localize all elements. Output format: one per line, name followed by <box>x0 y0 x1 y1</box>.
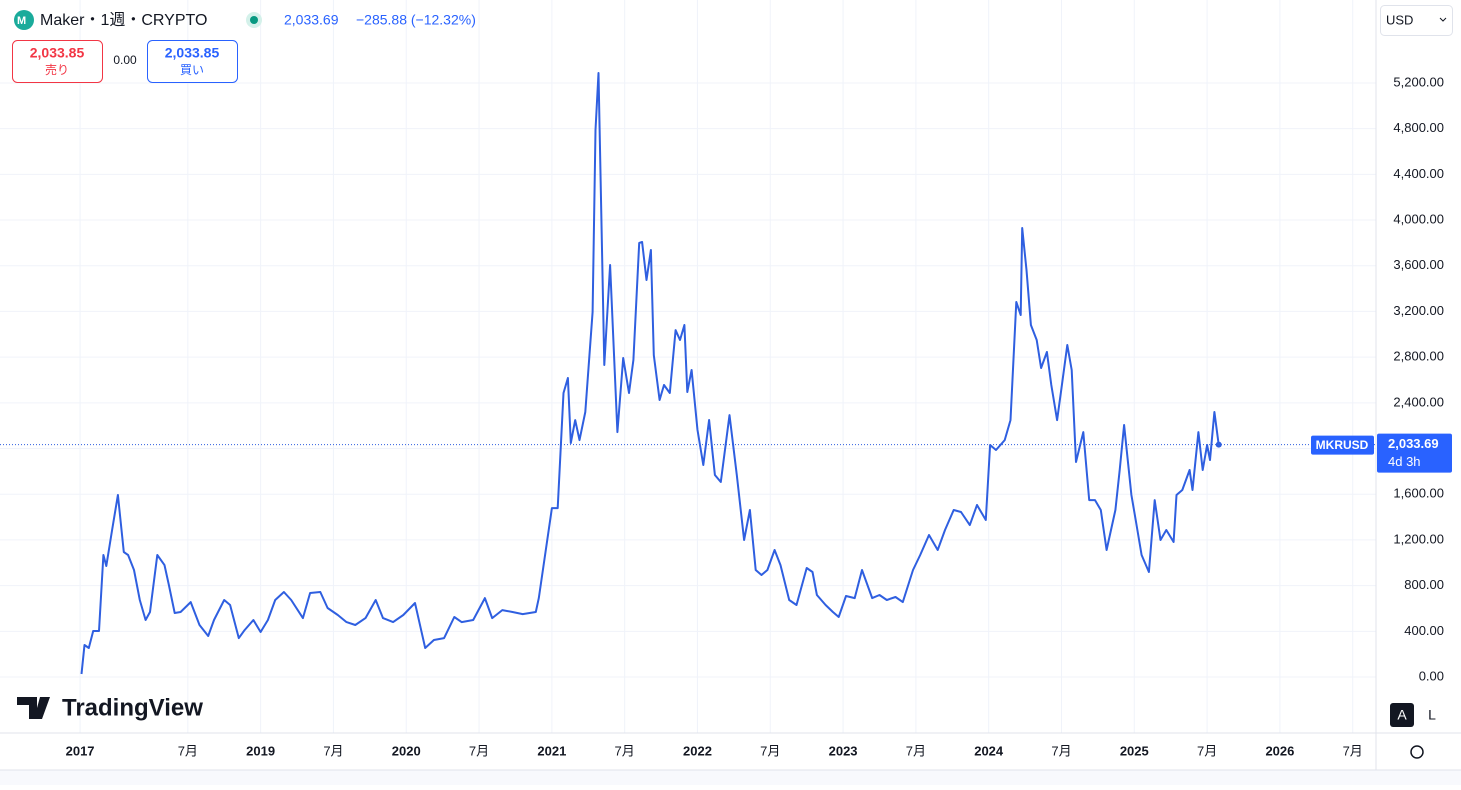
logo-glyph: M <box>17 15 26 27</box>
symbol-tag <box>1311 435 1374 455</box>
x-tick-label: 2024 <box>974 743 1004 758</box>
x-tick-label: 7月 <box>615 743 635 758</box>
x-tick-label: 2019 <box>246 743 275 758</box>
settings-icon[interactable] <box>1410 745 1424 759</box>
log-scale-label[interactable]: L <box>1428 707 1436 723</box>
x-tick-label: 7月 <box>1343 743 1363 758</box>
y-tick-label: 4,000.00 <box>1393 211 1444 226</box>
sell-button[interactable] <box>12 40 103 83</box>
maker-logo <box>14 10 34 30</box>
countdown-text: 4d 3h <box>1388 454 1421 469</box>
y-tick-label: 2,400.00 <box>1393 394 1444 409</box>
header-price: 2,033.69 <box>284 12 339 28</box>
y-tick-label: 4,800.00 <box>1393 120 1444 135</box>
header-change: −285.88 (−12.32%) <box>356 12 476 28</box>
x-tick-label: 2025 <box>1120 743 1149 758</box>
y-tick-label: 4,400.00 <box>1393 166 1444 181</box>
y-tick-label: 800.00 <box>1404 577 1444 592</box>
price-tag <box>1377 433 1452 473</box>
x-tick-label: 2023 <box>829 743 858 758</box>
tv-logo-dot <box>30 698 36 704</box>
x-tick-label: 7月 <box>323 743 343 758</box>
x-tick-label: 7月 <box>469 743 489 758</box>
bottom-panel <box>0 770 1461 785</box>
tv-logo <box>17 697 50 719</box>
y-tick-label: 3,600.00 <box>1393 257 1444 272</box>
x-tick-label: 7月 <box>906 743 926 758</box>
y-tick-label: 0.00 <box>1419 668 1444 683</box>
buy-label: 買い <box>180 63 204 77</box>
y-tick-label: 400.00 <box>1404 623 1444 638</box>
y-tick-label: 1,600.00 <box>1393 486 1444 501</box>
buy-button[interactable] <box>147 40 238 83</box>
auto-scale-button[interactable] <box>1390 703 1414 727</box>
brand-name: TradingView <box>62 694 203 721</box>
currency-select[interactable] <box>1380 5 1453 36</box>
price-tag-text: 2,033.69 <box>1388 436 1439 451</box>
x-tick-label: 7月 <box>1051 743 1071 758</box>
last-point <box>1215 441 1222 448</box>
currency-text: USD <box>1386 12 1413 27</box>
x-tick-label: 2026 <box>1265 743 1294 758</box>
x-tick-label: 7月 <box>1197 743 1217 758</box>
symbol-title: Maker・1週・CRYPTO <box>40 11 207 29</box>
x-tick-label: 2017 <box>66 743 95 758</box>
y-tick-label: 1,200.00 <box>1393 531 1444 546</box>
x-tick-label: 7月 <box>178 743 198 758</box>
y-tick-label: 2,800.00 <box>1393 349 1444 364</box>
y-tick-label: 5,200.00 <box>1393 74 1444 89</box>
sell-price: 2,033.85 <box>30 45 85 61</box>
dropdown-caret <box>1439 17 1447 22</box>
auto-scale-label: A <box>1397 707 1407 723</box>
y-tick-label: 3,200.00 <box>1393 303 1444 318</box>
status-dot <box>250 16 258 24</box>
x-tick-label: 2022 <box>683 743 712 758</box>
spread: 0.00 <box>113 53 137 67</box>
x-tick-label: 7月 <box>760 743 780 758</box>
price-line <box>80 72 1220 675</box>
symbol-tag-text: MKRUSD <box>1316 438 1369 452</box>
x-tick-label: 2021 <box>537 743 566 758</box>
buy-price: 2,033.85 <box>165 45 220 61</box>
sell-label: 売り <box>45 62 69 77</box>
x-tick-label: 2020 <box>392 743 421 758</box>
